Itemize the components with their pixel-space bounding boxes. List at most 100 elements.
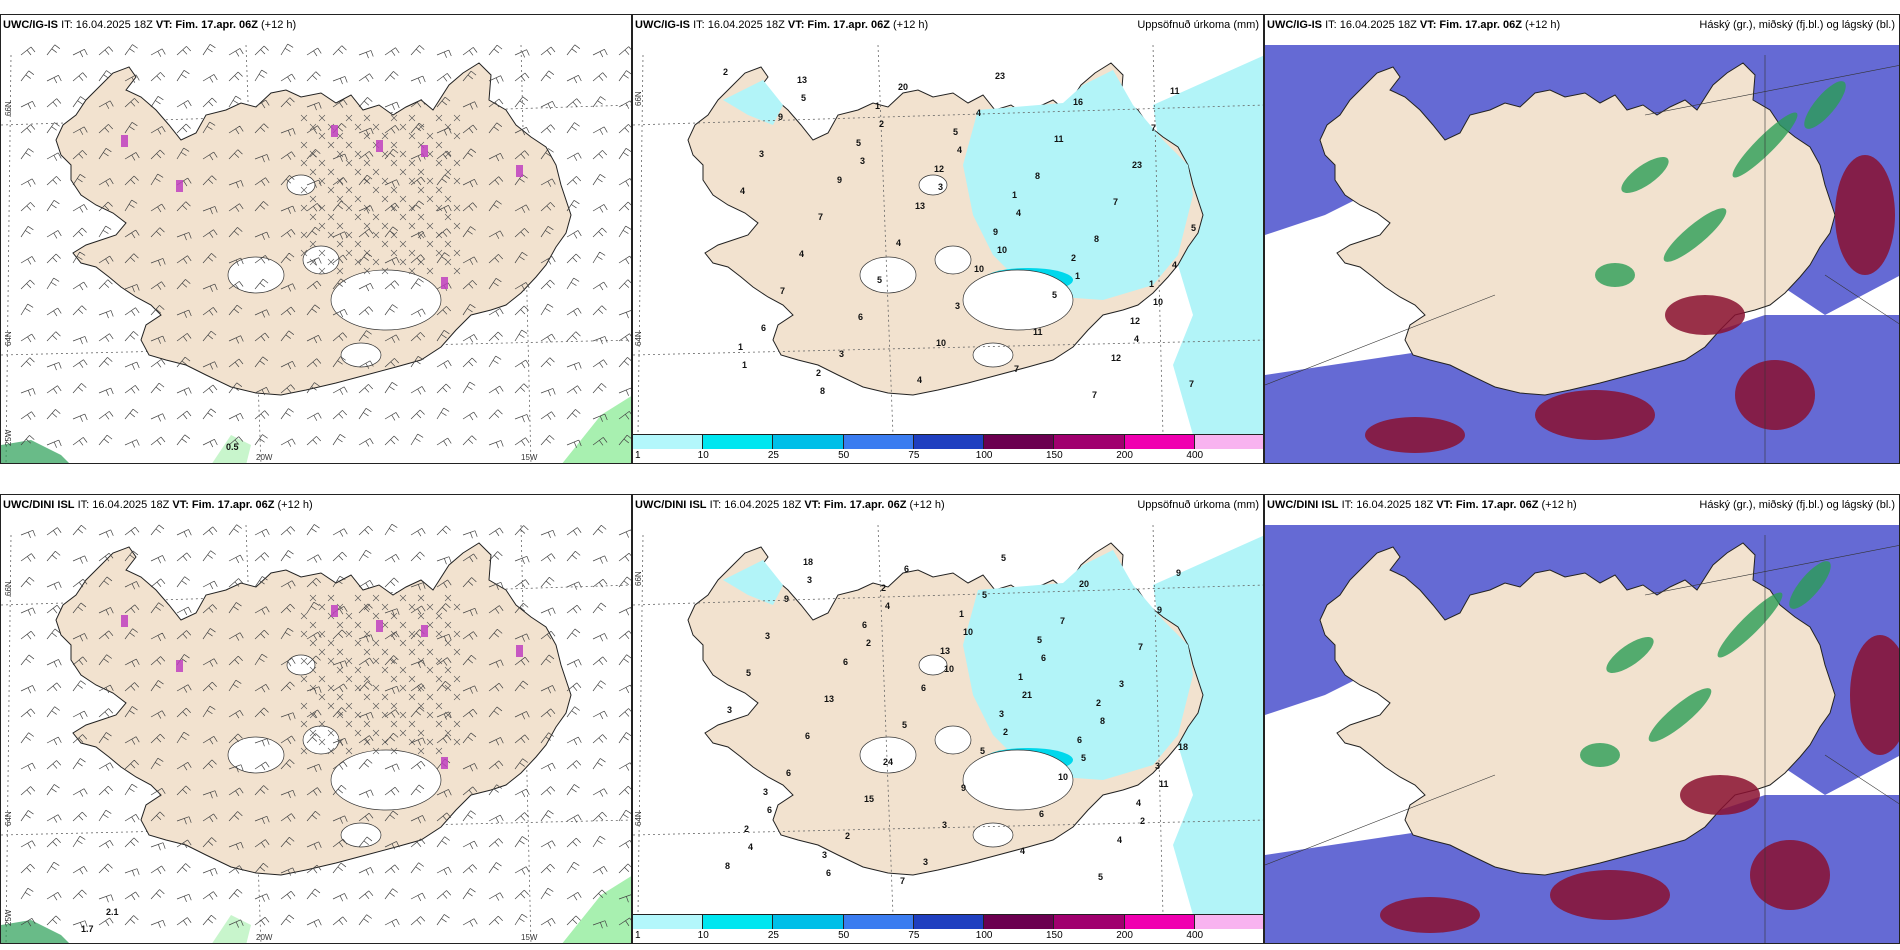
precip-value: 2 xyxy=(845,831,850,841)
precip-value: 10 xyxy=(1153,297,1163,307)
axis-label: 66N xyxy=(634,91,643,106)
snow-marker xyxy=(121,615,128,627)
green-patch xyxy=(562,396,631,463)
precip-area xyxy=(963,550,1193,780)
precip-map: 2223105442111610866618253637315576320524… xyxy=(633,524,1263,916)
precip-value: 7 xyxy=(1092,390,1097,400)
precip-value: 6 xyxy=(805,731,810,741)
precip-value: 11 xyxy=(1170,86,1180,96)
precip-value: 4 xyxy=(917,375,922,385)
colorbar-swatch xyxy=(984,915,1055,929)
precip-value: 13 xyxy=(824,694,834,704)
precip-value: 5 xyxy=(856,138,861,148)
boundary-line xyxy=(1265,294,1496,386)
precip-value: 3 xyxy=(763,787,768,797)
panel-dini-clouds: UWC/DINI ISL IT: 16.04.2025 18Z VT: Fim.… xyxy=(1264,494,1900,944)
axis-label: 64N xyxy=(4,811,13,826)
precip-value: 16 xyxy=(1073,97,1083,107)
snow-marker xyxy=(421,625,428,637)
panel-igis-precip: UWC/IG-IS IT: 16.04.2025 18Z VT: Fim. 17… xyxy=(632,14,1264,464)
graticule xyxy=(633,44,1263,436)
glacier-outline xyxy=(302,245,340,275)
value-label: 0.5 xyxy=(226,442,239,452)
colorbar-swatch xyxy=(703,915,774,929)
precip-value: 3 xyxy=(860,156,865,166)
precip-value: 12 xyxy=(1111,353,1121,363)
precip-area xyxy=(723,80,783,125)
panel-title: UWC/IG-IS IT: 16.04.2025 18Z VT: Fim. 17… xyxy=(3,19,297,31)
precip-value: 1 xyxy=(1012,190,1017,200)
axis-label: 64N xyxy=(634,331,643,346)
precip-value: 2 xyxy=(866,638,871,648)
cloud-map xyxy=(1265,495,1899,943)
precip-value: 3 xyxy=(807,575,812,585)
axis-label: 66N xyxy=(4,101,13,116)
colorbar-tick: 10 xyxy=(697,930,709,941)
colorbar-tick: 75 xyxy=(908,450,920,461)
green-patch xyxy=(1,440,69,463)
boundary-line xyxy=(1644,65,1899,116)
precip-value: 6 xyxy=(921,683,926,693)
precip-value: 2 xyxy=(1003,727,1008,737)
colorbar-tick: 200 xyxy=(1116,930,1133,941)
panel-field-label: Háský (gr.), miðský (fj.bl.) og lágský (… xyxy=(1699,19,1895,31)
precip-value: 6 xyxy=(1039,809,1044,819)
precip-value: 3 xyxy=(955,301,960,311)
precip-value: 2 xyxy=(879,119,884,129)
green-patch xyxy=(212,915,251,943)
precip-value: 9 xyxy=(778,112,783,122)
snow-marker xyxy=(516,645,523,657)
precip-value: 6 xyxy=(1077,735,1082,745)
colorbar-swatch xyxy=(1054,915,1125,929)
colorbar-swatch xyxy=(1124,435,1195,449)
snow-marker xyxy=(331,125,338,137)
precip-value: 7 xyxy=(1189,379,1194,389)
colorbar-tick: 1 xyxy=(635,450,641,461)
colorbar-tick: 400 xyxy=(1186,930,1204,941)
precip-value: 6 xyxy=(761,323,766,333)
snow-marker xyxy=(121,135,128,147)
precip-value: 2 xyxy=(723,67,728,77)
precip-value: 9 xyxy=(837,175,842,185)
precip-value: 7 xyxy=(1113,197,1118,207)
glacier-outline xyxy=(859,736,917,774)
precip-value: 6 xyxy=(786,768,791,778)
axis-label: 66N xyxy=(4,581,13,596)
glacier-outline xyxy=(227,736,285,774)
precip-value: 6 xyxy=(862,620,867,630)
glacier-outline xyxy=(934,725,972,755)
panel-igis-wind: UWC/IG-IS IT: 16.04.2025 18Z VT: Fim. 17… xyxy=(0,14,632,464)
colorbar-tick: 1 xyxy=(635,930,641,941)
precip-value: 11 xyxy=(1054,134,1064,144)
colorbar-swatch xyxy=(984,435,1055,449)
glacier-outline xyxy=(972,822,1014,848)
glacier-outline xyxy=(962,269,1074,331)
glacier-outline xyxy=(330,749,442,811)
boundary-line xyxy=(1824,274,1899,325)
precip-value: 2 xyxy=(1140,816,1145,826)
colorbar-tick: 400 xyxy=(1186,450,1204,461)
colorbar-tick: 100 xyxy=(975,930,993,941)
precip-value: 3 xyxy=(1119,679,1124,689)
glacier-outline xyxy=(962,749,1074,811)
precip-value: 1 xyxy=(959,609,964,619)
colorbar-swatch xyxy=(1124,915,1195,929)
glacier-outline xyxy=(286,654,316,676)
value-label: 2.1 xyxy=(106,907,119,917)
precip-value: 5 xyxy=(982,590,987,600)
panel-dini-wind: UWC/DINI ISL IT: 16.04.2025 18Z VT: Fim.… xyxy=(0,494,632,944)
precip-value: 6 xyxy=(826,868,831,878)
precip-value: 4 xyxy=(957,145,962,155)
precip-value: 3 xyxy=(759,149,764,159)
precip-value: 2 xyxy=(816,368,821,378)
cloud-map xyxy=(1265,15,1899,463)
glacier-outline xyxy=(972,342,1014,368)
panel-field-label: Háský (gr.), miðský (fj.bl.) og lágský (… xyxy=(1699,499,1895,511)
snow-marker xyxy=(516,165,523,177)
wind-barbs xyxy=(20,523,631,929)
green-patch xyxy=(562,876,631,943)
precip-value: 5 xyxy=(877,275,882,285)
panel-title: UWC/IG-IS IT: 16.04.2025 18Z VT: Fim. 17… xyxy=(635,19,929,31)
precip-value: 6 xyxy=(767,805,772,815)
precip-value: 10 xyxy=(936,338,946,348)
